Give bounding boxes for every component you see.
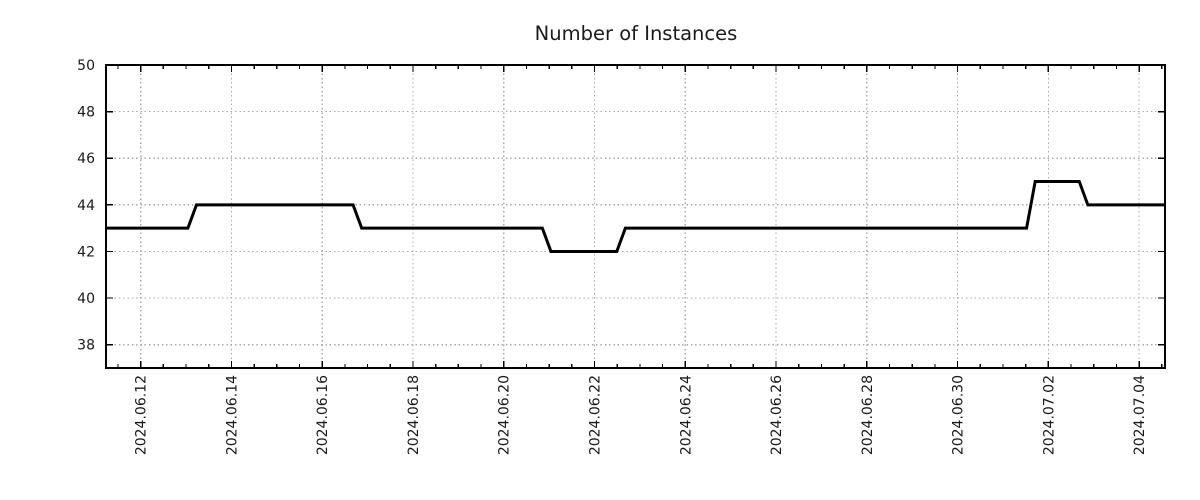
y-tick-label: 46 <box>77 151 95 167</box>
x-tick-label: 2024.06.20 <box>497 375 513 455</box>
x-tick-label: 2024.06.16 <box>315 375 331 455</box>
plot-border <box>105 64 1166 369</box>
axis-layer <box>105 64 1166 369</box>
y-tick-label: 50 <box>77 58 95 74</box>
x-tick-label: 2024.06.22 <box>588 375 604 455</box>
grid-layer <box>106 65 1165 368</box>
x-tick-label: 2024.06.26 <box>769 375 785 455</box>
y-tick-label: 48 <box>77 105 95 121</box>
axis-label-layer: 2024.06.12 2024.06.14 2024.06.16 2024.06.18… <box>77 58 1148 455</box>
x-tick-label: 2024.06.12 <box>134 375 150 455</box>
x-tick-label: 2024.06.18 <box>406 375 422 455</box>
x-tick-label: 2024.06.28 <box>860 375 876 455</box>
series-line-instances <box>106 180 1165 253</box>
series-layer <box>106 180 1165 253</box>
y-tick-label: 40 <box>77 291 95 307</box>
x-tick-label: 2024.06.14 <box>224 375 240 455</box>
y-tick-label: 44 <box>77 198 95 214</box>
x-tick-label: 2024.07.02 <box>1041 375 1057 455</box>
x-tick-label: 2024.06.30 <box>951 375 967 455</box>
x-tick-label: 2024.07.04 <box>1132 375 1148 455</box>
x-tick-label: 2024.06.24 <box>678 375 694 455</box>
chart-title: Number of Instances <box>535 22 738 45</box>
y-tick-label: 38 <box>77 338 95 354</box>
y-tick-label: 42 <box>77 244 95 260</box>
